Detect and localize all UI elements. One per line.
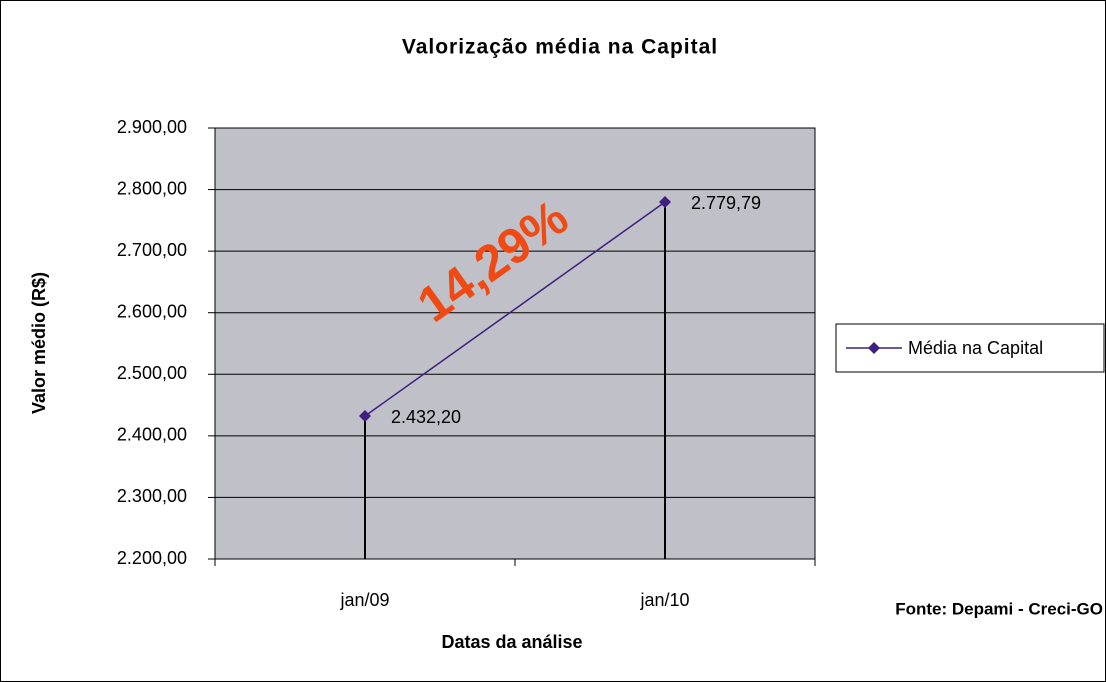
chart-title: Valorização média na Capital bbox=[402, 36, 718, 59]
legend-marker bbox=[868, 342, 880, 354]
x-tick-label: jan/10 bbox=[639, 590, 689, 610]
source-note: Fonte: Depami - Creci-GO bbox=[895, 599, 1103, 618]
y-axis-title: Valor médio (R$) bbox=[29, 272, 49, 414]
y-tick-label: 2.600,00 bbox=[117, 301, 187, 321]
y-tick-label: 2.900,00 bbox=[117, 117, 187, 137]
y-tick-label: 2.400,00 bbox=[117, 425, 187, 445]
data-label: 2.779,79 bbox=[691, 193, 761, 213]
data-point bbox=[659, 196, 671, 209]
series-line bbox=[364, 201, 666, 417]
y-tick-label: 2.800,00 bbox=[117, 178, 187, 198]
y-tick-label: 2.700,00 bbox=[117, 240, 187, 260]
plot-area bbox=[214, 127, 816, 560]
y-tick-label: 2.500,00 bbox=[117, 363, 187, 383]
x-tick-label: jan/09 bbox=[339, 590, 389, 610]
data-point bbox=[359, 410, 371, 423]
y-tick-label: 2.300,00 bbox=[117, 486, 187, 506]
legend-label: Média na Capital bbox=[908, 338, 1043, 358]
data-label: 2.432,20 bbox=[391, 407, 461, 427]
x-axis-title: Datas da análise bbox=[441, 632, 582, 652]
y-tick-label: 2.200,00 bbox=[117, 548, 187, 568]
